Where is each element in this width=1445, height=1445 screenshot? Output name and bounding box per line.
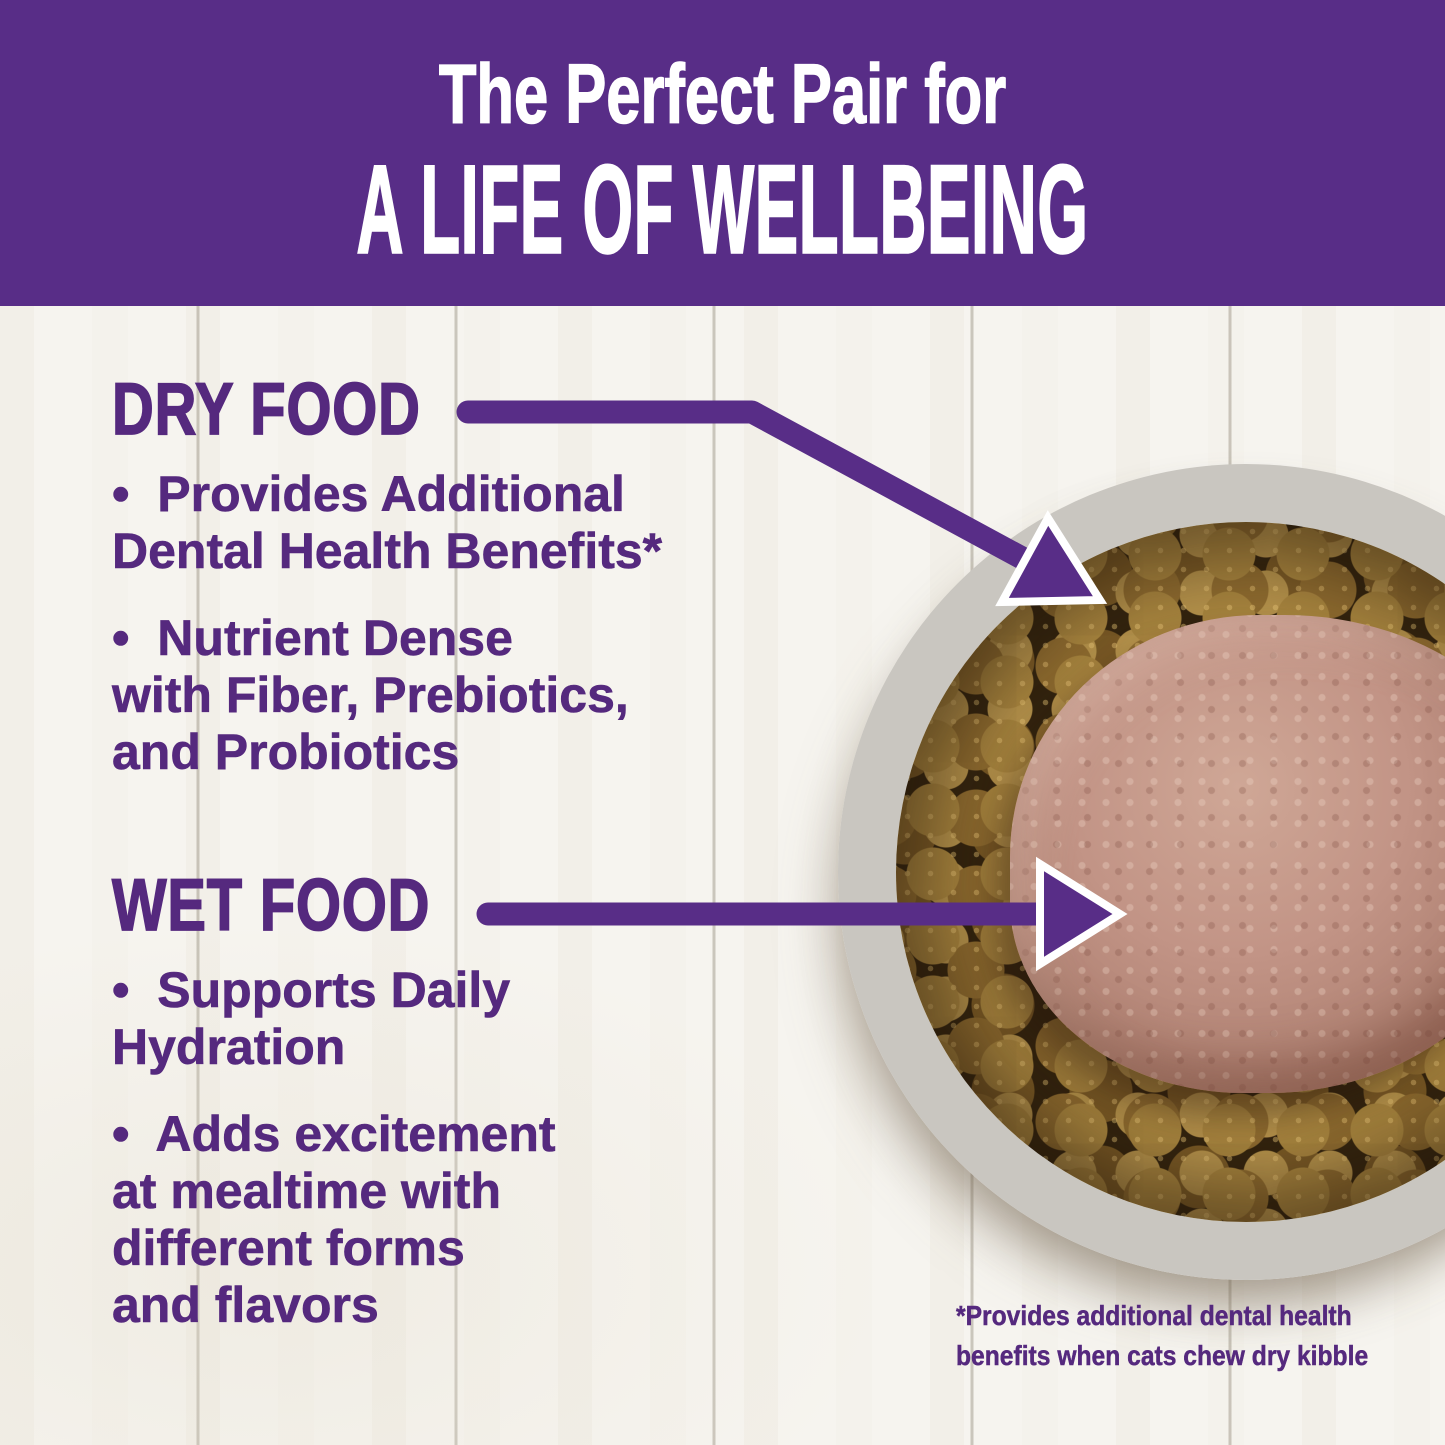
header-subtitle: The Perfect Pair for [438,48,1007,141]
wet-food-pate [1010,615,1445,1093]
dry-food-bullet-dental: • Provides Additional Dental Health Bene… [112,466,663,580]
dry-food-section: DRY FOOD • Provides Additional Dental He… [111,367,663,811]
food-bowl-photo [838,464,1445,1280]
footnote: *Provides additional dental health benef… [956,1300,1369,1372]
wet-food-section: WET FOOD • Supports Daily Hydration • Ad… [111,863,556,1364]
wet-food-bullet-excitement: • Adds excitement at mealtime with diffe… [112,1106,556,1334]
wet-food-heading: WET FOOD [111,863,431,947]
dry-food-bullet-nutrient: • Nutrient Dense with Fiber, Prebiotics,… [112,610,629,781]
wet-food-bullet-list: • Supports Daily Hydration • Adds excite… [112,962,556,1334]
wet-food-bullet-hydration: • Supports Daily Hydration [112,962,511,1076]
dry-food-heading: DRY FOOD [111,367,421,451]
header-banner: The Perfect Pair for A LIFE OF WELLBEING [0,0,1445,306]
dry-food-bullet-list: • Provides Additional Dental Health Bene… [112,466,663,781]
header-title: A LIFE OF WELLBEING [356,140,1089,280]
